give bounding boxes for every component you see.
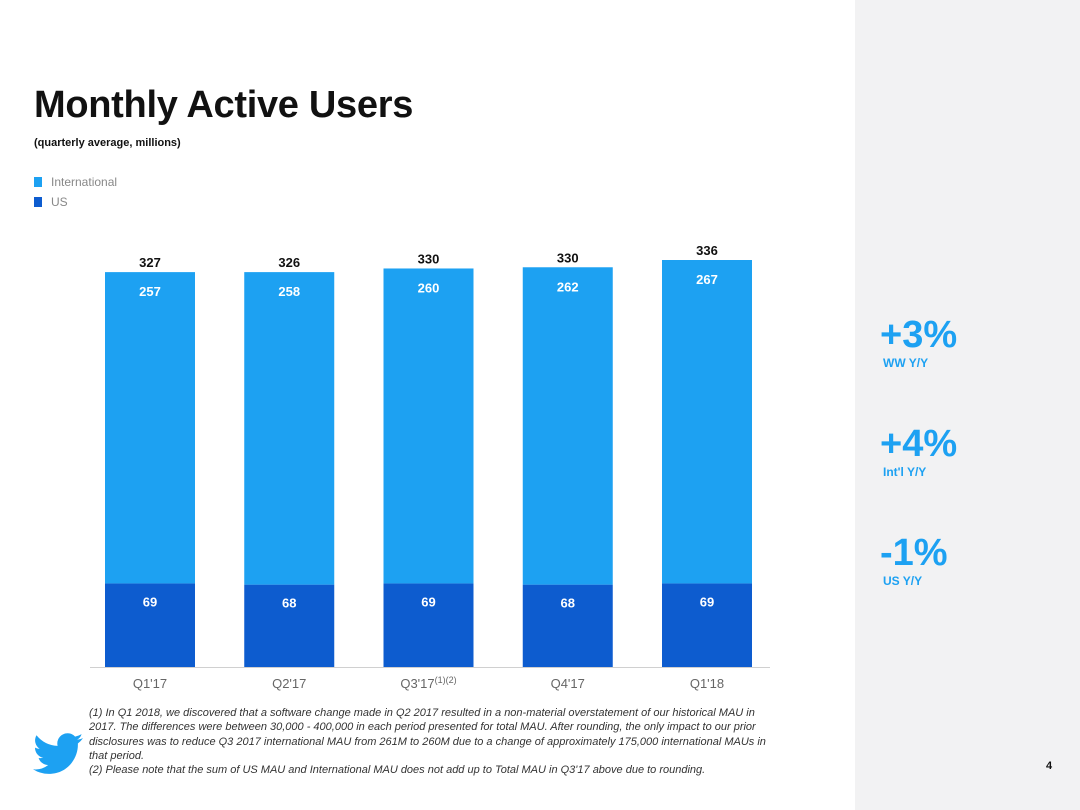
- stat-ww-value: +3%: [880, 314, 958, 356]
- slide-title: Monthly Active Users: [34, 84, 414, 126]
- stat-us-value: -1%: [880, 532, 948, 574]
- x-tick-label-1: Q1'17: [133, 676, 167, 691]
- data-label-total-5: 336: [696, 243, 718, 258]
- bar-international-3: [383, 268, 474, 584]
- data-label-total-2: 326: [278, 255, 300, 270]
- data-label-us-4: 68: [561, 596, 575, 611]
- legend-item-international: International: [34, 172, 117, 192]
- side-panel: [855, 0, 1080, 810]
- legend-swatch-international: [34, 177, 42, 187]
- stat-ww: +3% WW Y/Y: [880, 316, 957, 370]
- bar-us-5: [662, 583, 752, 667]
- chart-legend: International US: [34, 172, 117, 212]
- stat-intl-value: +4%: [880, 423, 958, 465]
- stat-us-label: US Y/Y: [883, 574, 923, 588]
- x-tick-label-4: Q4'17: [551, 676, 585, 691]
- data-label-total-1: 327: [139, 255, 161, 270]
- data-label-us-2: 68: [282, 596, 296, 611]
- x-tick-label-5: Q1'18: [690, 676, 724, 691]
- legend-item-us: US: [34, 192, 117, 212]
- stacked-bar-chart: 69 257 327 Q1'17 68 258 326 Q2'17 69 260 330 Q3'17(…: [90, 243, 770, 691]
- data-label-us-5: 69: [700, 594, 714, 609]
- stat-intl-label: Int'l Y/Y: [883, 465, 927, 479]
- x-tick-label-3: Q3'17(1)(2): [400, 675, 456, 691]
- page-number: 4: [1046, 760, 1053, 772]
- legend-label-us: US: [51, 195, 68, 209]
- x-tick-label-2: Q2'17: [272, 676, 306, 691]
- legend-swatch-us: [34, 197, 42, 207]
- data-label-international-5: 267: [696, 272, 718, 287]
- bar-us-4: [522, 584, 613, 667]
- data-label-international-2: 258: [278, 284, 300, 299]
- footnote-1: (1) In Q1 2018, we discovered that a sof…: [89, 707, 766, 762]
- data-label-total-3: 330: [418, 251, 440, 266]
- data-label-us-3: 69: [421, 594, 435, 609]
- bar-international-1: [105, 272, 195, 584]
- bar-international-4: [522, 267, 613, 585]
- bar-us-2: [244, 584, 335, 667]
- bar-us-3: [383, 583, 474, 667]
- data-label-total-4: 330: [557, 250, 579, 265]
- footnotes: (1) In Q1 2018, we discovered that a sof…: [89, 706, 779, 777]
- bar-us-1: [105, 583, 195, 667]
- data-label-international-3: 260: [418, 280, 440, 295]
- legend-label-international: International: [51, 175, 118, 189]
- slide-subtitle: (quarterly average, millions): [34, 137, 181, 149]
- bar-international-5: [662, 260, 752, 584]
- footnote-2: (2) Please note that the sum of US MAU a…: [89, 764, 706, 777]
- bar-international-2: [244, 272, 335, 585]
- data-label-international-4: 262: [557, 279, 579, 294]
- stat-ww-label: WW Y/Y: [883, 356, 929, 370]
- twitter-bird-icon: [33, 733, 83, 774]
- data-label-us-1: 69: [143, 594, 157, 609]
- stat-intl: +4% Int'l Y/Y: [880, 425, 957, 479]
- stat-us: -1% US Y/Y: [880, 534, 948, 588]
- data-label-international-1: 257: [139, 284, 161, 299]
